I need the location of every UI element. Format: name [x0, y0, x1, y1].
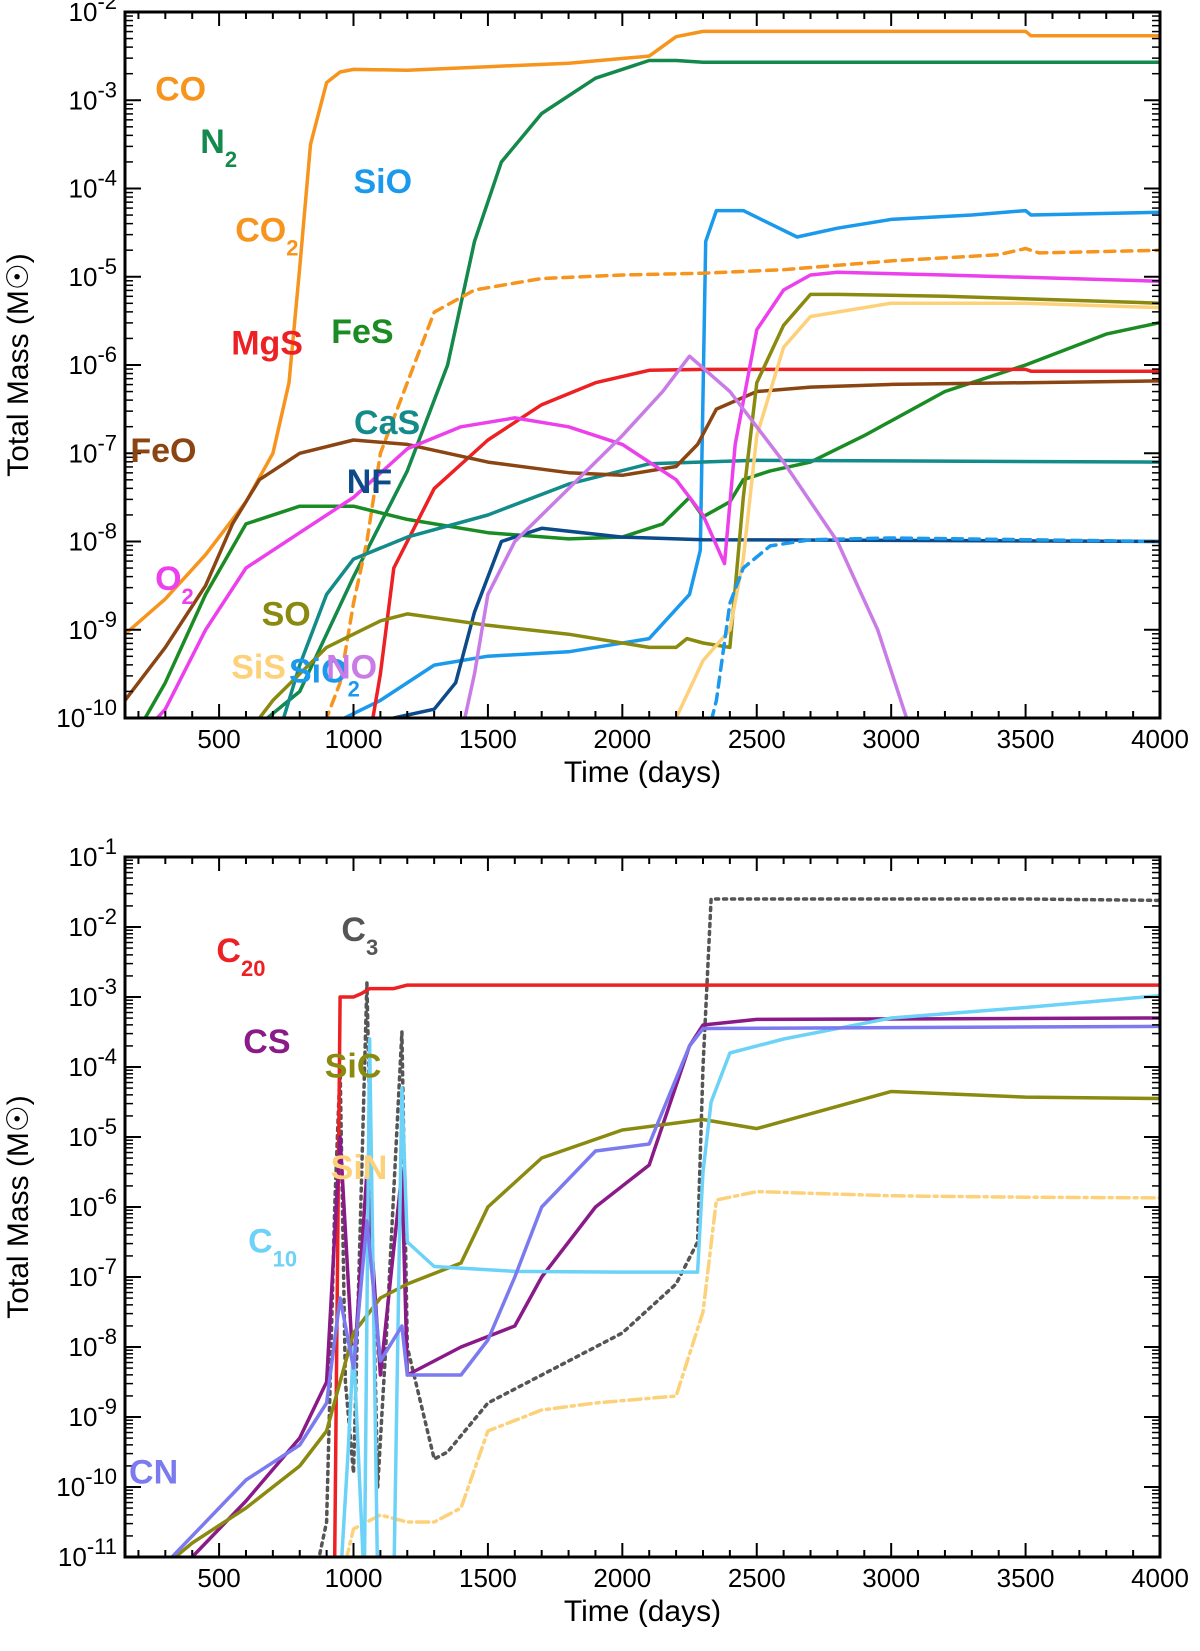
series-label-fes: FeS: [331, 313, 393, 351]
series-line-c10: [340, 993, 1160, 1557]
y-tick-label: 10-10: [56, 695, 117, 733]
y-tick-label: 10-7: [69, 1254, 117, 1292]
series-label-cn: CN: [129, 1454, 178, 1492]
y-tick-label: 10-6: [69, 1184, 117, 1222]
series-label-cs: CS: [243, 1023, 290, 1061]
series-line-feo: [125, 379, 1160, 703]
x-tick-label: 1500: [459, 1563, 517, 1593]
plot-frame: [123, 855, 1162, 1559]
series-label-n2: N2: [200, 123, 237, 172]
x-tick-label: 3000: [862, 1563, 920, 1593]
series-line-mgs: [371, 367, 1160, 718]
series-label-sin: SiN: [331, 1149, 388, 1187]
y-tick-label: 10-8: [69, 1324, 117, 1362]
x-tick-label: 1000: [325, 1563, 383, 1593]
series-label-sio: SiO: [354, 163, 413, 201]
y-tick-label: 10-6: [69, 342, 117, 380]
y-tick-label: 10-2: [69, 0, 117, 27]
series-label-c10: C10: [248, 1223, 297, 1272]
x-tick-label: 3500: [997, 1563, 1055, 1593]
series-line-n2: [264, 58, 1160, 718]
x-tick-label: 4000: [1131, 1563, 1189, 1593]
series-line-nf: [391, 526, 1160, 718]
series-lines: [169, 897, 1160, 1557]
y-tick-label: 10-7: [69, 430, 117, 468]
x-tick-label: 4000: [1131, 724, 1189, 754]
y-tick-label: 10-9: [69, 1394, 117, 1432]
series-label-sis: SiS: [231, 648, 286, 686]
x-tick-label: 3000: [862, 724, 920, 754]
series-label-feo: FeO: [130, 432, 196, 470]
x-tick-label: 1500: [459, 724, 517, 754]
y-axis-label: Total Mass (M☉): [2, 1095, 35, 1319]
y-tick-label: 10-3: [69, 77, 117, 115]
series-lines: [125, 29, 1160, 718]
x-tick-label: 500: [197, 1563, 240, 1593]
series-label-co2: CO2: [235, 211, 298, 260]
series-label-co: CO: [155, 70, 206, 108]
y-tick-label: 10-8: [69, 519, 117, 557]
series-line-sin: [345, 1189, 1160, 1557]
y-tick-label: 10-9: [69, 607, 117, 645]
series-line-sio2: [710, 536, 1160, 718]
x-tick-label: 2000: [593, 724, 651, 754]
y-tick-label: 10-3: [69, 974, 117, 1012]
series-label-sic: SiC: [325, 1048, 382, 1086]
series-line-c3: [317, 897, 1160, 1557]
series-line-no: [463, 354, 909, 718]
series-line-cas: [281, 458, 1160, 718]
x-tick-label: 2500: [728, 1563, 786, 1593]
y-tick-label: 10-11: [58, 1534, 117, 1572]
series-label-nf: NF: [347, 463, 392, 501]
y-tick-label: 10-10: [56, 1464, 117, 1502]
series-line-sis: [672, 301, 1160, 718]
series-label-c3: C3: [341, 911, 378, 960]
x-axis-label: Time (days): [564, 756, 721, 789]
chart-panel-top: 500 1000 1500 2000 2500 3000 3500 4000 10-10 10-9…: [2, 0, 1189, 789]
series-line-co2: [324, 246, 1160, 718]
series-line-sic: [172, 1089, 1160, 1557]
series-label-mgs: MgS: [231, 324, 303, 362]
x-tick-label: 500: [197, 724, 240, 754]
series-line-so: [257, 292, 1160, 718]
y-tick-label: 10-4: [69, 166, 117, 204]
series-label-so: SO: [262, 595, 311, 633]
series-line-cs: [188, 1016, 1160, 1557]
y-tick-label: 10-4: [69, 1044, 117, 1082]
x-tick-label: 3500: [997, 724, 1055, 754]
x-tick-label: 1000: [325, 724, 383, 754]
y-tick-label: 10-5: [69, 254, 117, 292]
y-tick-label: 10-5: [69, 1114, 117, 1152]
y-tick-label: 10-2: [69, 904, 117, 942]
series-label-no: NO: [326, 648, 377, 686]
series-label-cas: CaS: [354, 404, 420, 442]
y-axis-label: Total Mass (M☉): [2, 253, 35, 477]
chart-panel-bottom: 500 1000 1500 2000 2500 3000 3500 4000 10-11 10-1…: [2, 834, 1189, 1628]
series-line-o2: [154, 270, 1160, 718]
x-axis-label: Time (days): [564, 1595, 721, 1628]
x-tick-label: 2000: [593, 1563, 651, 1593]
series-line-cn: [169, 1024, 1160, 1557]
series-label-c20: C20: [216, 932, 265, 981]
x-tick-label: 2500: [728, 724, 786, 754]
series-line-sio: [340, 208, 1160, 718]
series-line-c20: [332, 983, 1160, 1557]
y-tick-label: 10-1: [69, 834, 117, 872]
series-line-fes: [143, 320, 1160, 718]
